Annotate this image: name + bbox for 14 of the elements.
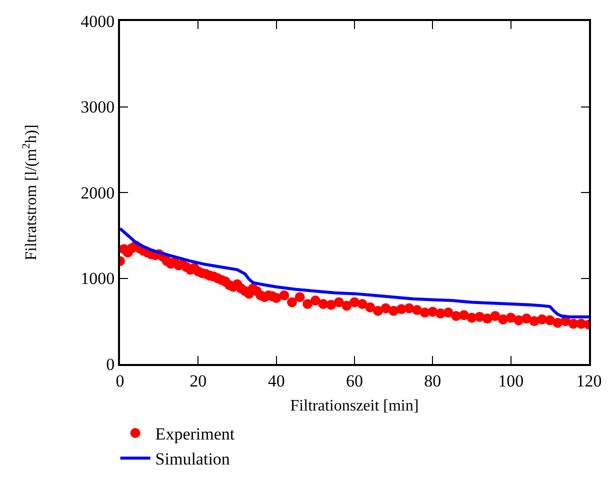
y-tick-label: 2000 — [80, 183, 115, 202]
y-tick-label: 4000 — [80, 12, 115, 31]
x-tick-label: 80 — [424, 371, 442, 390]
x-tick-label: 20 — [190, 371, 207, 390]
y-tick-label: 0 — [106, 354, 115, 374]
x-tick-label: 120 — [576, 371, 602, 390]
x-tick-label: 40 — [268, 371, 285, 390]
legend-label: Experiment — [155, 424, 235, 444]
x-tick-label: 60 — [346, 371, 363, 390]
y-tick-label: 3000 — [80, 98, 115, 117]
y-tick-label: 1000 — [80, 269, 115, 288]
x-axis-title: Filtrationszeit [min] — [290, 398, 419, 415]
legend-label: Simulation — [155, 450, 230, 469]
x-tick-label: 100 — [498, 371, 524, 390]
